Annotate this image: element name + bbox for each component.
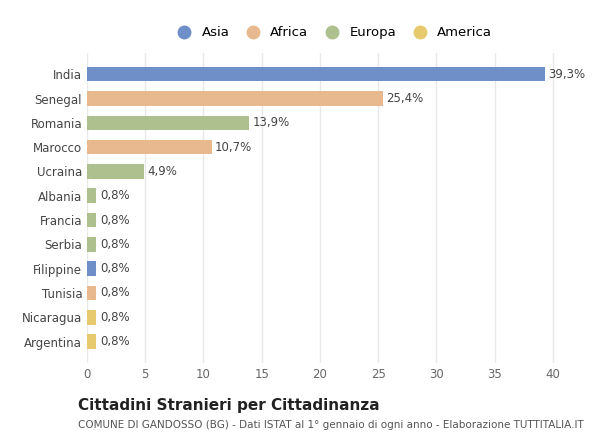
Text: 0,8%: 0,8%	[100, 335, 130, 348]
Text: 39,3%: 39,3%	[548, 68, 585, 81]
Bar	[87, 213, 97, 227]
Bar	[87, 188, 97, 203]
Text: 0,8%: 0,8%	[100, 262, 130, 275]
Bar	[87, 91, 383, 106]
Text: 0,8%: 0,8%	[100, 213, 130, 227]
Bar	[87, 310, 97, 325]
Text: Cittadini Stranieri per Cittadinanza: Cittadini Stranieri per Cittadinanza	[78, 398, 380, 413]
Bar	[87, 237, 97, 252]
Text: 0,8%: 0,8%	[100, 189, 130, 202]
Text: 0,8%: 0,8%	[100, 311, 130, 324]
Text: 10,7%: 10,7%	[215, 141, 253, 154]
Bar	[87, 261, 97, 276]
Bar	[87, 334, 97, 349]
Text: 4,9%: 4,9%	[148, 165, 178, 178]
Text: 0,8%: 0,8%	[100, 238, 130, 251]
Bar	[87, 67, 545, 81]
Text: 13,9%: 13,9%	[253, 116, 290, 129]
Text: COMUNE DI GANDOSSO (BG) - Dati ISTAT al 1° gennaio di ogni anno - Elaborazione T: COMUNE DI GANDOSSO (BG) - Dati ISTAT al …	[78, 420, 584, 430]
Text: 25,4%: 25,4%	[386, 92, 424, 105]
Bar	[87, 164, 144, 179]
Text: 0,8%: 0,8%	[100, 286, 130, 300]
Legend: Asia, Africa, Europa, America: Asia, Africa, Europa, America	[167, 22, 496, 43]
Bar	[87, 116, 249, 130]
Bar	[87, 140, 212, 154]
Bar	[87, 286, 97, 300]
